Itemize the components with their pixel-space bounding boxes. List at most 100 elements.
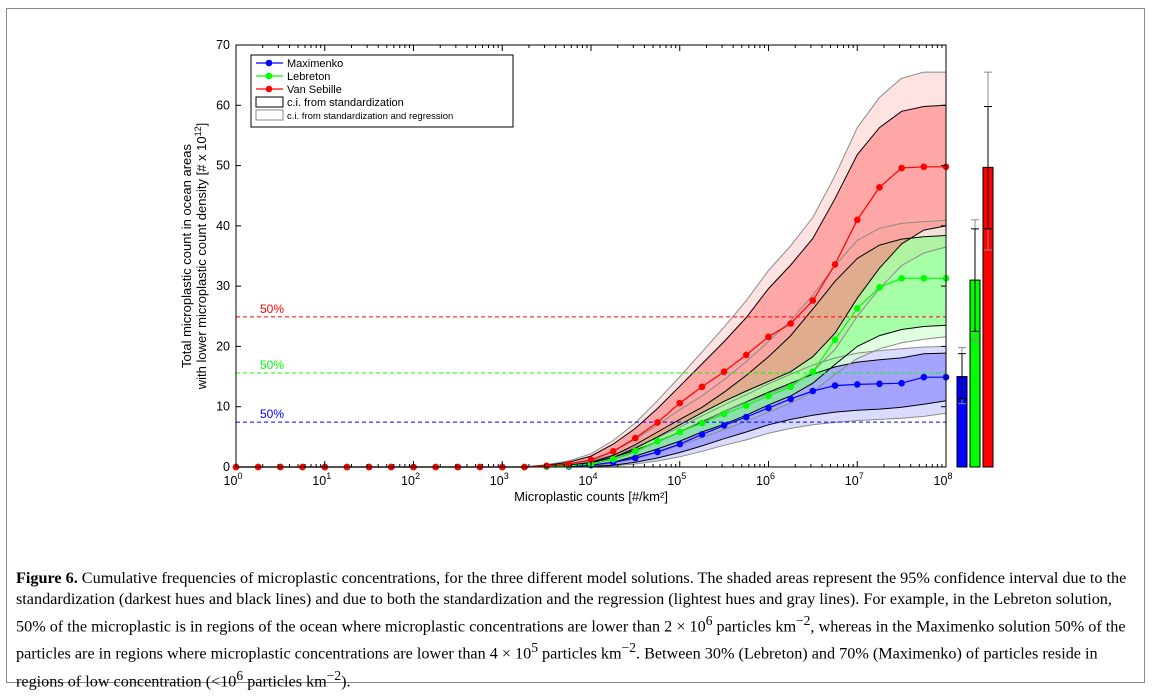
data-point [787, 383, 794, 391]
y-tick-label: 70 [216, 38, 230, 52]
data-point [920, 373, 928, 381]
data-point [632, 434, 639, 442]
y-tick-label: 0 [223, 460, 230, 474]
data-point [920, 275, 928, 282]
data-point [831, 336, 839, 344]
x-tick-label: 104 [579, 471, 598, 488]
y-tick-label: 40 [216, 219, 230, 233]
data-point [854, 305, 861, 312]
x-tick-label: 100 [224, 471, 243, 488]
caption-sup: −2 [621, 640, 636, 656]
data-point [743, 413, 750, 421]
legend-label: c.i. from standardization [287, 97, 404, 109]
x-tick-label: 101 [312, 471, 331, 488]
data-point [720, 422, 728, 429]
data-point [720, 410, 728, 418]
data-point [676, 399, 684, 407]
x-tick-exponent: 8 [947, 471, 952, 481]
caption-text: , whereas in the Maximenko solution 50% … [16, 617, 1126, 663]
data-point [609, 448, 617, 455]
data-point [876, 380, 883, 388]
caption-sup: −2 [326, 667, 342, 683]
y-axis-label-text: with lower microplastic count density [#… [194, 136, 209, 390]
x-tick-base: 10 [312, 474, 326, 488]
data-point [898, 379, 905, 387]
fifty-percent-label: 50% [260, 302, 284, 316]
x-tick-label: 102 [401, 471, 420, 488]
x-tick-exponent: 4 [592, 471, 597, 481]
data-point [698, 383, 706, 391]
y-tick-label: 60 [216, 98, 230, 112]
caption-sup: 6 [705, 613, 713, 628]
data-point [632, 448, 639, 455]
data-point [831, 382, 839, 389]
x-tick-exponent: 7 [859, 471, 864, 481]
legend-swatch [255, 96, 284, 108]
x-tick-exponent: 3 [504, 471, 509, 481]
x-tick-base: 10 [667, 474, 681, 488]
data-point [809, 387, 817, 395]
data-point [676, 428, 684, 436]
legend-label: c.i. from standardization and regression [287, 111, 453, 122]
caption-label: Figure 6. [16, 569, 78, 587]
x-tick-exponent: 0 [237, 471, 242, 481]
figure-frame [6, 8, 1145, 683]
data-point [809, 297, 817, 304]
data-point [765, 392, 772, 400]
x-tick-label: 103 [490, 471, 509, 488]
data-point [831, 261, 839, 268]
x-tick-label: 107 [845, 471, 864, 488]
ci-standardization-band [236, 105, 946, 468]
data-point [698, 431, 706, 438]
legend-swatch [255, 109, 284, 121]
y-axis-label: Total microplastic count in ocean areas w… [179, 123, 209, 391]
x-tick-base: 10 [579, 474, 593, 488]
data-point [809, 368, 817, 376]
caption-text: ). [341, 672, 351, 691]
caption-text: Cumulative frequencies of microplastic c… [16, 569, 1127, 636]
x-tick-base: 10 [224, 474, 238, 488]
y-tick-label: 10 [216, 400, 230, 414]
y-axis-label-sup: 12 [193, 126, 203, 136]
data-point [654, 419, 661, 426]
data-point [720, 368, 728, 376]
x-tick-exponent: 5 [681, 471, 686, 481]
legend-marker [265, 85, 273, 93]
data-point [698, 419, 706, 427]
y-tick-label: 50 [216, 159, 230, 173]
x-tick-exponent: 1 [326, 471, 331, 481]
ci-standardization-band [236, 353, 946, 467]
x-tick-label: 105 [667, 471, 686, 488]
data-point [609, 455, 617, 463]
legend-marker [265, 59, 273, 67]
data-point [898, 275, 905, 282]
data-point [765, 333, 772, 341]
x-tick-base: 10 [401, 474, 415, 488]
data-point [898, 164, 905, 172]
y-tick-label: 30 [216, 279, 230, 293]
x-tick-label: 106 [756, 471, 775, 488]
legend-label: Van Sebille [287, 84, 342, 96]
fifty-percent-label: 50% [260, 358, 284, 372]
data-point [654, 448, 661, 456]
data-point [743, 402, 750, 409]
x-tick-base: 10 [934, 474, 948, 488]
caption-text: particles km [538, 644, 622, 663]
data-point [920, 163, 928, 171]
x-axis-label: Microplastic counts [#/km²] [514, 489, 668, 504]
data-point [743, 351, 750, 359]
legend-label: Lebreton [287, 71, 330, 83]
x-tick-base: 10 [756, 474, 770, 488]
y-axis-label-end: ] [194, 123, 209, 127]
data-point [854, 381, 861, 388]
data-point [765, 404, 772, 412]
data-point [876, 184, 883, 191]
data-point [854, 216, 861, 224]
caption-text: particles km [243, 672, 327, 691]
x-tick-label: 108 [934, 471, 953, 488]
caption-sup: 5 [531, 640, 538, 656]
data-point [787, 395, 794, 403]
y-axis-label-line1: Total microplastic count in ocean areas [179, 144, 194, 369]
